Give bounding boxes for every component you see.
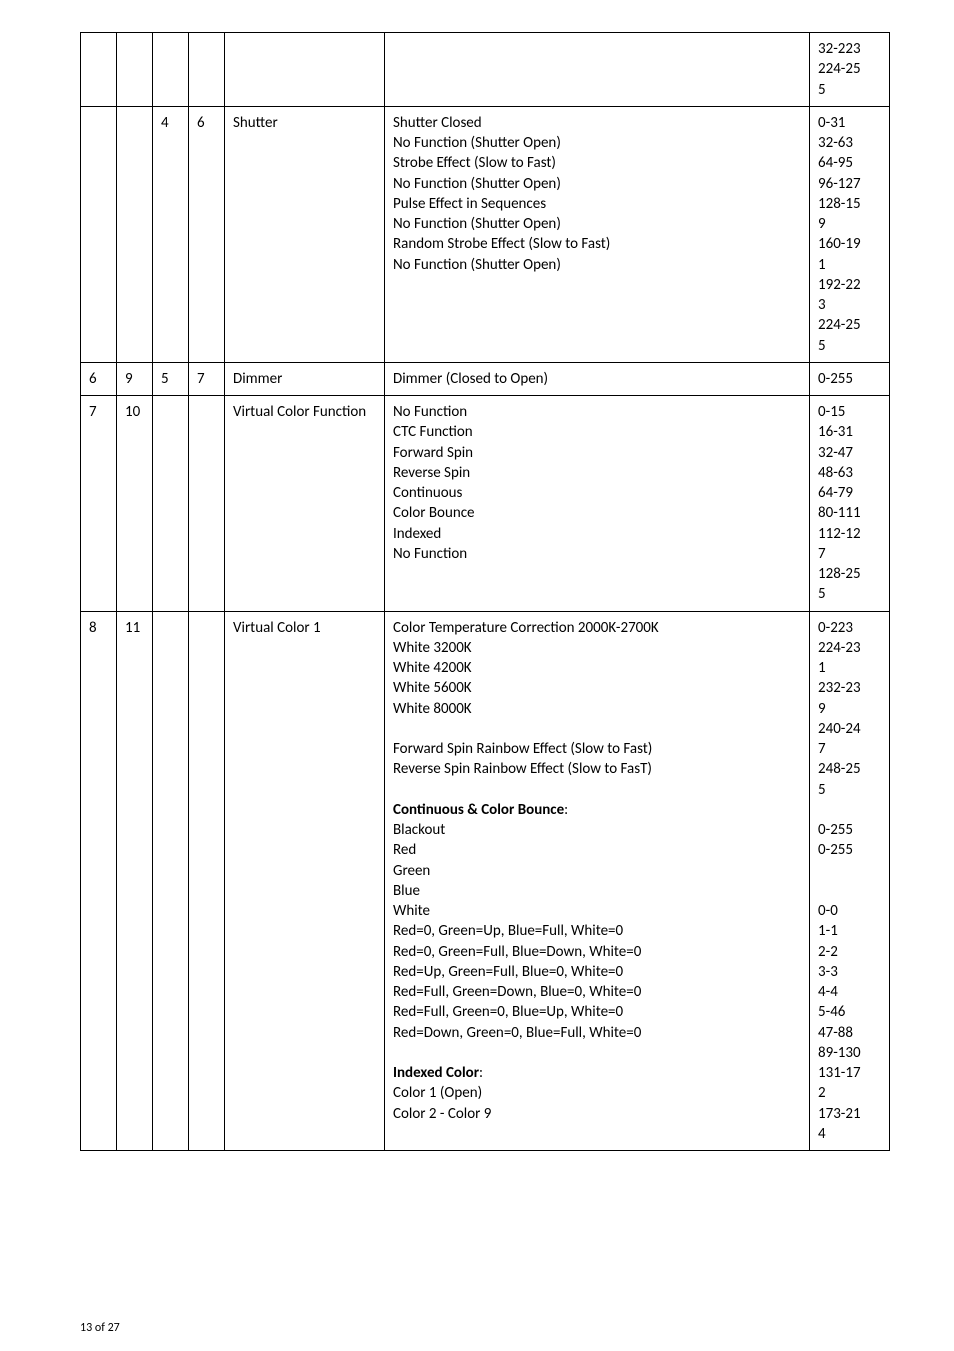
table-cell: Shutter: [225, 106, 385, 362]
table-cell-values: 32-223224-255: [810, 33, 890, 107]
table-cell-values: 0-1516-3132-4748-6364-7980-111112-127128…: [810, 396, 890, 612]
table-row: 46ShutterShutter ClosedNo Function (Shut…: [81, 106, 890, 362]
table-body: 32-223224-25546ShutterShutter ClosedNo F…: [81, 33, 890, 1151]
table-row: 6957DimmerDimmer (Closed to Open)0-255: [81, 362, 890, 395]
table-cell: 4: [153, 106, 189, 362]
table-cell: [225, 33, 385, 107]
table-row: 811 Virtual Color 1Color Temperature Corr…: [81, 611, 890, 1151]
table-cell: [117, 106, 153, 362]
table-cell: 6: [81, 362, 117, 395]
table-cell: [189, 396, 225, 612]
table-cell: 11: [117, 611, 153, 1151]
table-cell: Dimmer: [225, 362, 385, 395]
table-row: 710 Virtual Color FunctionNo FunctionCTC …: [81, 396, 890, 612]
table-cell: 8: [81, 611, 117, 1151]
table-cell-description: Shutter ClosedNo Function (Shutter Open)…: [385, 106, 810, 362]
table-cell-values: 0-255: [810, 362, 890, 395]
table-cell: 7: [81, 396, 117, 612]
table-cell: Virtual Color Function: [225, 396, 385, 612]
page: 32-223224-25546ShutterShutter ClosedNo F…: [0, 0, 954, 1351]
table-cell: 9: [117, 362, 153, 395]
page-footer: 13 of 27: [80, 1321, 120, 1335]
table-cell: [153, 611, 189, 1151]
table-cell: Virtual Color 1: [225, 611, 385, 1151]
table-cell: 5: [153, 362, 189, 395]
table-cell-description: Dimmer (Closed to Open): [385, 362, 810, 395]
table-cell-values: 0-223224-231232-239240-247248-255 0-2550…: [810, 611, 890, 1151]
table-cell: 7: [189, 362, 225, 395]
table-cell: [153, 33, 189, 107]
table-cell: [189, 33, 225, 107]
table-cell: [117, 33, 153, 107]
spec-table: 32-223224-25546ShutterShutter ClosedNo F…: [80, 32, 890, 1151]
table-cell-values: 0-3132-6364-9596-127128-159160-191192-22…: [810, 106, 890, 362]
table-cell: 10: [117, 396, 153, 612]
table-cell: [81, 106, 117, 362]
table-cell-description: [385, 33, 810, 107]
table-cell-description: Color Temperature Correction 2000K-2700K…: [385, 611, 810, 1151]
table-cell-description: No FunctionCTC FunctionForward SpinRever…: [385, 396, 810, 612]
table-cell: 6: [189, 106, 225, 362]
table-cell: [153, 396, 189, 612]
table-cell: [189, 611, 225, 1151]
table-cell: [81, 33, 117, 107]
table-row: 32-223224-255: [81, 33, 890, 107]
